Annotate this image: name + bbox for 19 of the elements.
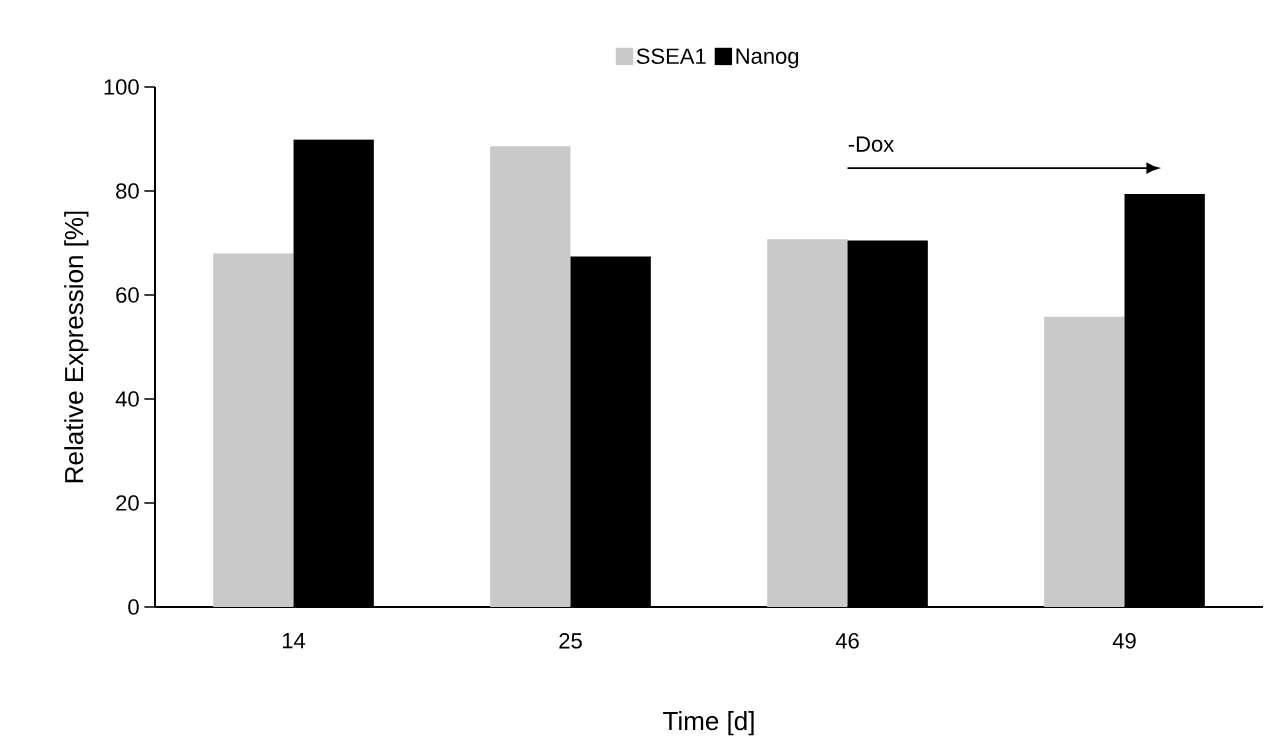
bar: [767, 239, 848, 607]
annotation: -Dox: [848, 136, 894, 152]
y-tick-label: 20: [116, 495, 139, 511]
y-tick-label: 0: [128, 599, 139, 615]
x-tick-label: 14: [282, 633, 306, 649]
x-tick-label: 49: [1112, 633, 1136, 649]
legend-label: SSEA1: [636, 48, 706, 65]
legend-label: Nanog: [736, 48, 799, 69]
bar: [213, 253, 294, 607]
x-axis-title: Time [d]: [663, 711, 754, 736]
bar: [1044, 316, 1125, 607]
bar: [490, 146, 571, 607]
y-tick-label: 60: [116, 287, 139, 303]
y-tick-label: 80: [116, 183, 139, 199]
y-tick-label: 100: [104, 79, 139, 95]
x-tick-label: 25: [559, 633, 582, 649]
x-tick-label: 46: [835, 633, 859, 649]
y-tick-label: 40: [115, 391, 139, 407]
y-axis-title: Relative Expression [%]: [64, 211, 89, 483]
